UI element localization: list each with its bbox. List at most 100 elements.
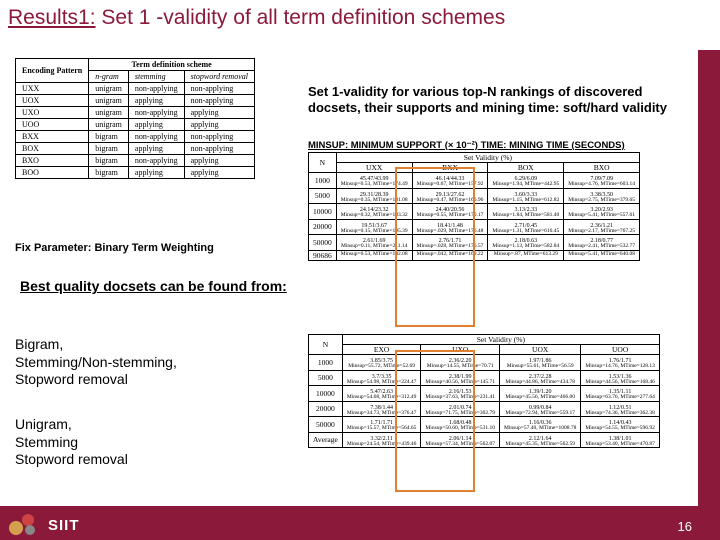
scheme-cell: bigram: [89, 143, 129, 155]
scheme-cell: non-applying: [184, 95, 254, 107]
val-cell: 7.09/7.09Minsup=4.76, MTime=603.14: [564, 173, 640, 189]
col-encoding: Encoding Pattern: [16, 59, 89, 83]
scheme-cell: bigram: [89, 131, 129, 143]
validity-table-2: NSet Validity (%) EXO UXO UOX UOO 10003.…: [308, 334, 660, 448]
n-cell: 20000: [309, 401, 343, 417]
scheme-cell: non-applying: [184, 131, 254, 143]
t1-c3: BOX: [488, 163, 564, 173]
siit-label: SIIT: [48, 517, 80, 534]
scheme-cell: UXX: [16, 83, 89, 95]
val-cell: 1.53/1.36Minsup=44.56, MTime=168.46: [581, 370, 660, 386]
scheme-cell: BXX: [16, 131, 89, 143]
val-cell: 1.97/1.86Minsup=55.61, MTime=56.59: [500, 355, 581, 371]
scheme-cell: unigram: [89, 83, 129, 95]
bigram-l3: Stopword removal: [15, 371, 177, 389]
unigram-l3: Stopword removal: [15, 451, 128, 469]
highlight-box-2: [395, 350, 475, 492]
scheme-cell: applying: [184, 167, 254, 179]
scheme-cell: BXO: [16, 155, 89, 167]
right-brand-bar: [698, 50, 720, 506]
val-cell: 1.38/1.01Minsup=53.40, MTime=470.87: [581, 432, 660, 448]
t1-sv: Set Validity (%): [336, 153, 639, 163]
bigram-l1: Bigram,: [15, 336, 177, 354]
highlight-box-1: [395, 167, 475, 327]
scheme-cell: non-applying: [128, 83, 184, 95]
n-cell: 50000: [309, 235, 337, 251]
scheme-cell: non-applying: [184, 83, 254, 95]
sub-stopword: stopword removal: [184, 71, 254, 83]
n-cell: Average: [309, 432, 343, 448]
val-cell: 1.12/0.51Minsup=74.36, MTime=362.38: [581, 401, 660, 417]
n-cell: 5000: [309, 188, 337, 204]
val-cell: 3.38/3.50Minsup=2.75, MTime=379.65: [564, 188, 640, 204]
val-cell: 1.16/0.36Minsup=57.40, MTime=1008.78: [500, 417, 581, 433]
val-cell: 3.20/2.93Minsup=5.41, MTime=557.61: [564, 204, 640, 220]
scheme-cell: applying: [128, 95, 184, 107]
scheme-cell: applying: [184, 155, 254, 167]
t2-n: N: [309, 335, 343, 355]
scheme-cell: non-applying: [128, 107, 184, 119]
scheme-cell: BOX: [16, 143, 89, 155]
t2-c3: UOX: [500, 345, 581, 355]
val-cell: 2.18/0.63Minsup=1.13, MTime=582.84: [488, 235, 564, 251]
minsup-line: MINSUP: MINIMUM SUPPORT (× 10⁻²) TIME: M…: [308, 140, 625, 151]
scheme-cell: non-applying: [128, 155, 184, 167]
slide-title: Results1: Set 1 -validity of all term de…: [8, 6, 505, 30]
val-cell: 1.14/0.43Minsup=54.55, MTime=596.92: [581, 417, 660, 433]
val-cell: 3.60/3.33Minsup=1.15, MTime=612.82: [488, 188, 564, 204]
page-number: 16: [678, 519, 692, 534]
scheme-cell: unigram: [89, 107, 129, 119]
val-cell: 2.71/0.45Minsup=1.31, MTime=616.45: [488, 219, 564, 235]
scheme-table: Encoding Pattern Term definition scheme …: [15, 58, 255, 179]
scheme-cell: BOO: [16, 167, 89, 179]
fix-parameter: Fix Parameter: Binary Term Weighting: [15, 242, 214, 254]
t2-c4: UOO: [581, 345, 660, 355]
val-cell: 3.13/2.33Minsup=1.84, MTime=581.40: [488, 204, 564, 220]
val-cell: 0.99/0.84Minsup=72.94, MTime=559.17: [500, 401, 581, 417]
best-quality-heading: Best quality docsets can be found from:: [20, 278, 287, 294]
scheme-cell: non-applying: [128, 131, 184, 143]
n-cell: 20000: [309, 219, 337, 235]
val-cell: 2.12/1.64Minsup=45.35, MTime=562.59: [500, 432, 581, 448]
scheme-cell: UXO: [16, 107, 89, 119]
bigram-block: Bigram, Stemming/Non-stemming, Stopword …: [15, 336, 177, 389]
val-cell: 2.36/1.21Minsup=2.17, MTime=767.25: [564, 219, 640, 235]
scheme-cell: UOX: [16, 95, 89, 107]
unigram-block: Unigram, Stemming Stopword removal: [15, 416, 128, 469]
t1-c4: BXO: [564, 163, 640, 173]
val-cell: 2.18/0.77Minsup=2.41, MTime=532.77: [564, 235, 640, 251]
subheading: Set 1-validity for various top-N ranking…: [308, 84, 698, 117]
siit-logo: [6, 508, 40, 538]
unigram-l2: Stemming: [15, 434, 128, 452]
val-cell: 6.29/6.09Minsup=1.94, MTime=442.95: [488, 173, 564, 189]
n-cell: 1000: [309, 173, 337, 189]
val-cell: Minsup=.87, MTime=613.29: [488, 250, 564, 260]
col-termdef: Term definition scheme: [89, 59, 255, 71]
scheme-cell: bigram: [89, 167, 129, 179]
n-cell: 5000: [309, 370, 343, 386]
brand-bar: [0, 506, 720, 540]
scheme-cell: applying: [184, 107, 254, 119]
sub-stemming: stemming: [128, 71, 184, 83]
title-rest: Set 1 -validity of all term definition s…: [96, 6, 506, 29]
sub-ngram: n-gram: [89, 71, 129, 83]
val-cell: 1.39/1.20Minsup=45.56, MTime=466.00: [500, 386, 581, 402]
val-cell: 2.37/2.28Minsup=44.86, MTime=434.78: [500, 370, 581, 386]
t2-sv: Set Validity (%): [342, 335, 659, 345]
title-prefix: Results1:: [8, 6, 96, 29]
t1-n: N: [309, 153, 337, 173]
n-cell: 10000: [309, 204, 337, 220]
scheme-cell: applying: [128, 119, 184, 131]
bigram-l2: Stemming/Non-stemming,: [15, 354, 177, 372]
scheme-cell: applying: [184, 119, 254, 131]
scheme-cell: UOO: [16, 119, 89, 131]
scheme-cell: unigram: [89, 119, 129, 131]
scheme-cell: applying: [128, 143, 184, 155]
scheme-cell: bigram: [89, 155, 129, 167]
val-cell: Minsup=5.41, MTime=640.08: [564, 250, 640, 260]
n-cell: 10000: [309, 386, 343, 402]
scheme-cell: non-applying: [184, 143, 254, 155]
n-cell: 50000: [309, 417, 343, 433]
val-cell: 1.35/1.11Minsup=63.76, MTime=277.64: [581, 386, 660, 402]
n-cell: 90686: [309, 250, 337, 260]
